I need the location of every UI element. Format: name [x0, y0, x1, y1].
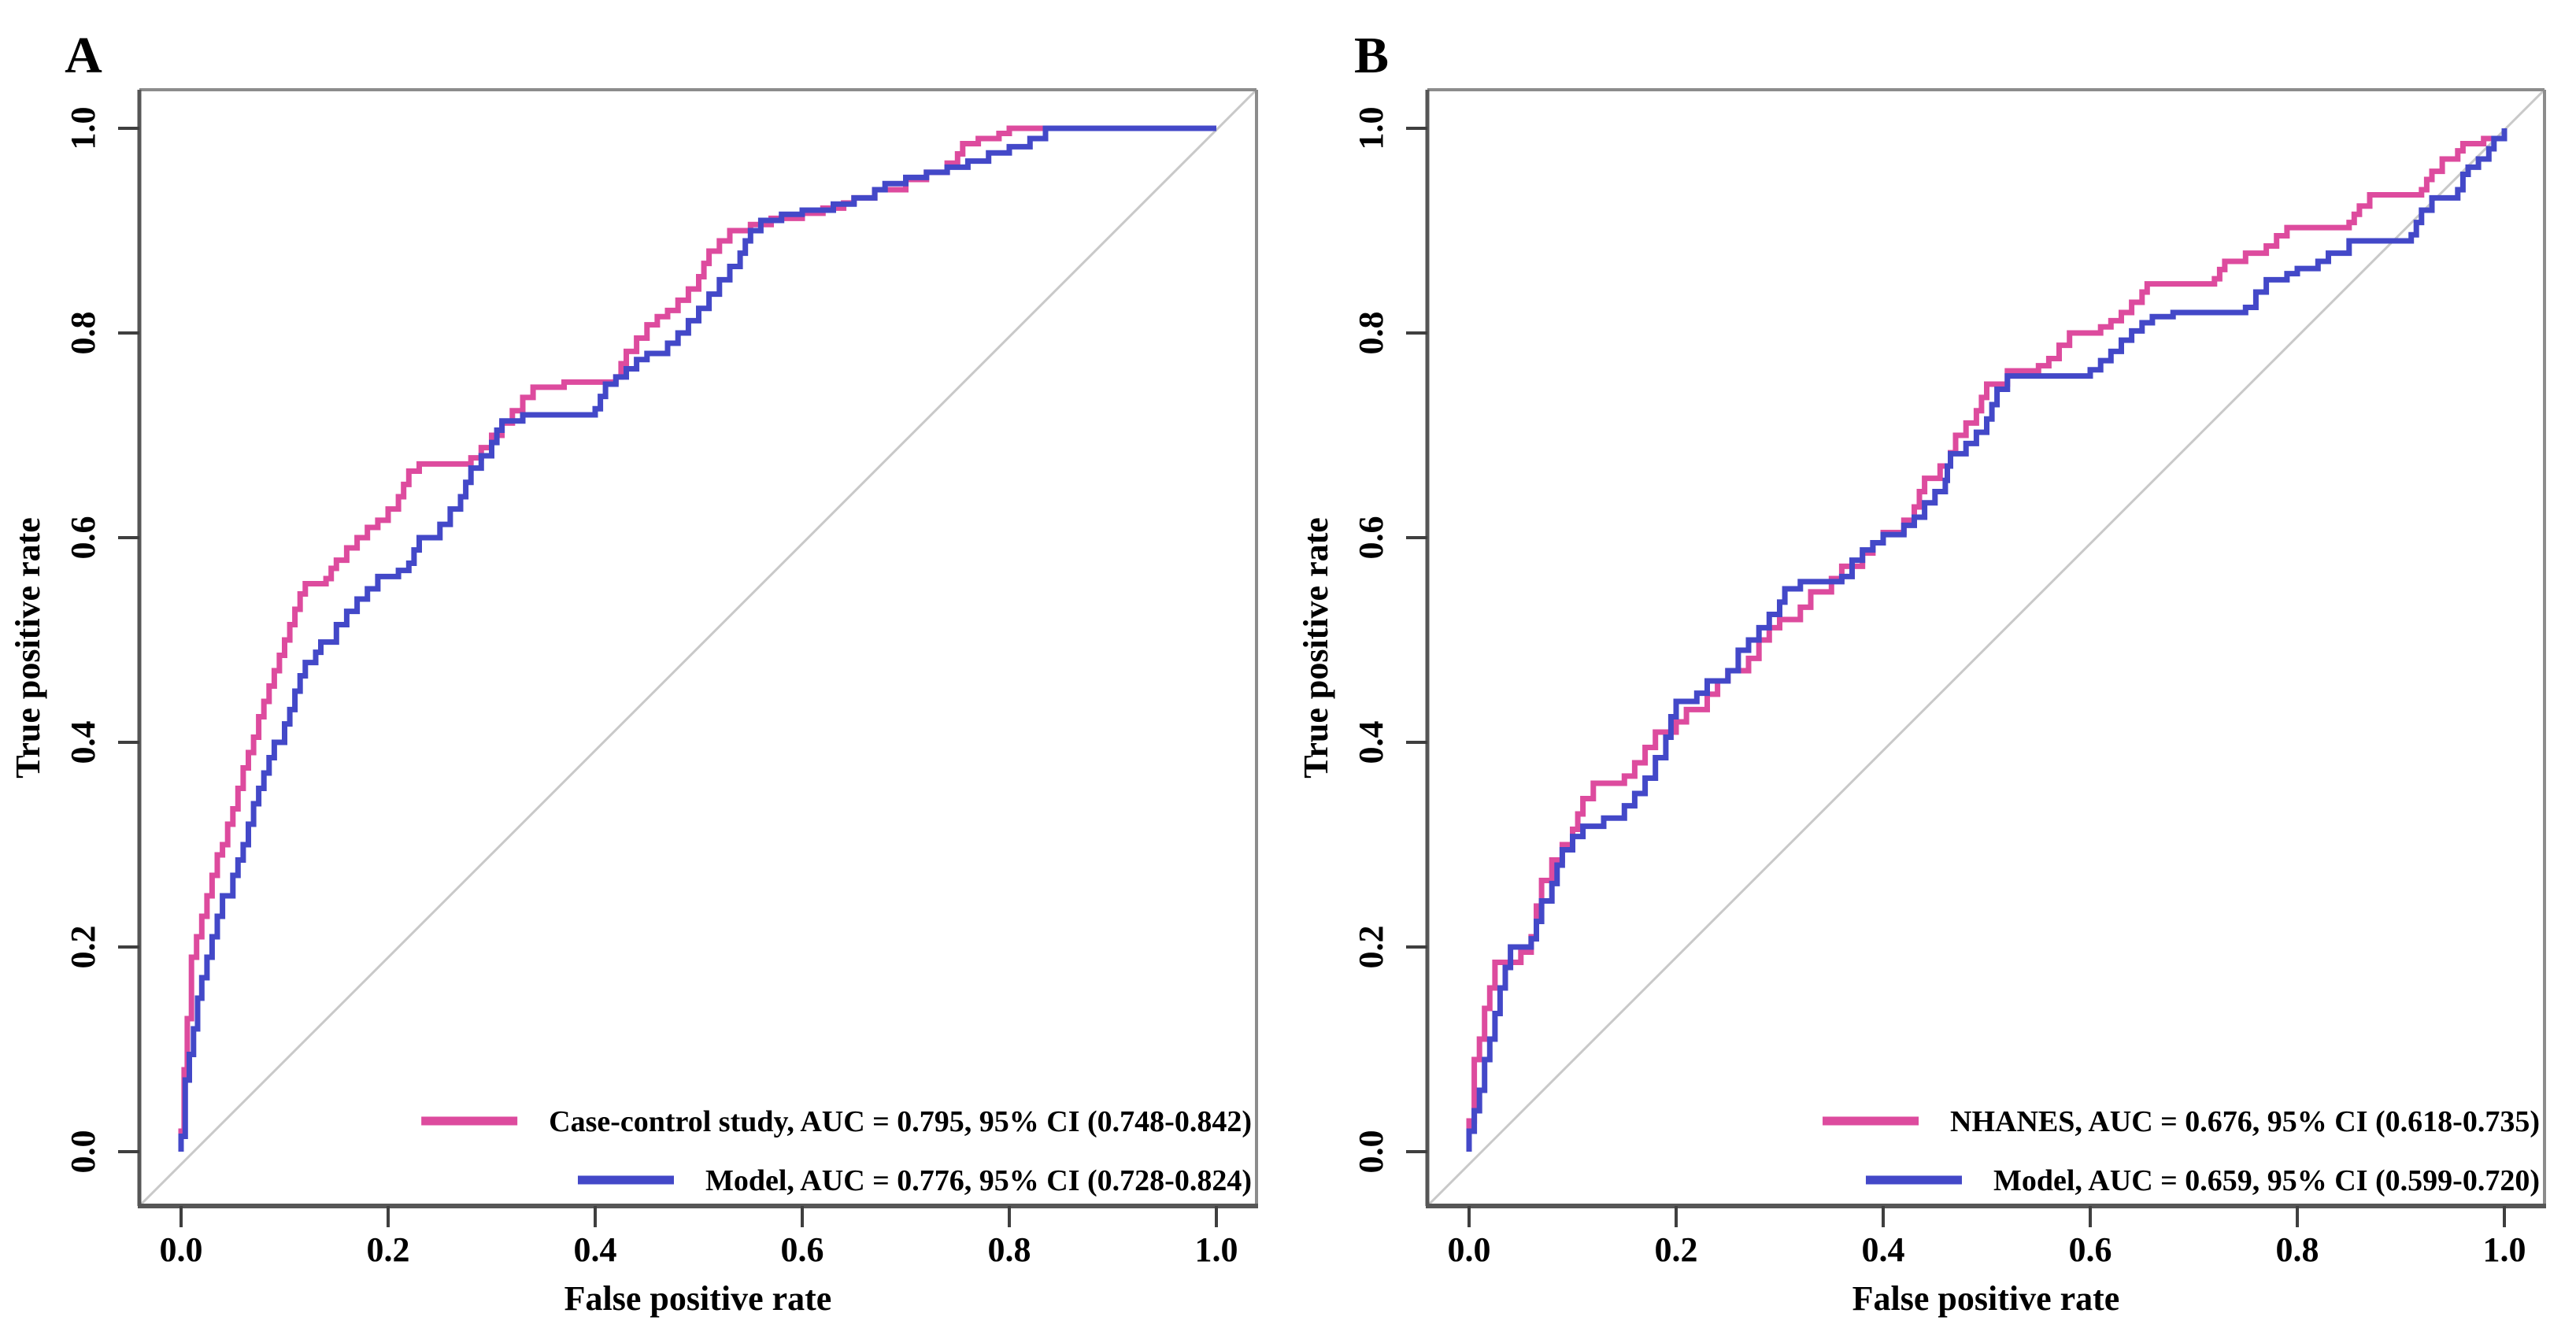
x-tick-label: 0.0: [1448, 1230, 1491, 1269]
y-axis-title: True positive rate: [9, 517, 47, 779]
x-tick-label: 0.6: [2069, 1230, 2112, 1269]
y-tick-label: 0.2: [64, 926, 102, 969]
x-tick-label: 0.8: [2276, 1230, 2319, 1269]
x-tick-label: 1.0: [2483, 1230, 2526, 1269]
y-tick-label: 1.0: [1352, 107, 1390, 150]
y-tick-label: 0.0: [64, 1130, 102, 1174]
y-tick-label: 0.2: [1352, 926, 1390, 969]
y-tick-label: 0.0: [1352, 1130, 1390, 1174]
diagonal-reference-line: [138, 88, 1258, 1208]
y-axis-title: True positive rate: [1297, 517, 1335, 779]
y-tick-label: 0.4: [1352, 721, 1390, 764]
roc-curve-model: [1466, 128, 2508, 1152]
roc-curve-model: [178, 125, 1216, 1152]
y-tick-label: 0.8: [1352, 312, 1390, 355]
y-tick-label: 1.0: [64, 107, 102, 150]
x-tick-label: 0.2: [1655, 1230, 1698, 1269]
roc-curve-nhanes: [1466, 128, 2508, 1152]
x-tick-label: 0.4: [574, 1230, 617, 1269]
x-tick-label: 1.0: [1195, 1230, 1238, 1269]
y-tick-label: 0.4: [64, 721, 102, 764]
diagonal-reference-line: [1426, 88, 2546, 1208]
y-tick-label: 0.8: [64, 312, 102, 355]
x-tick-label: 0.6: [781, 1230, 824, 1269]
x-tick-label: 0.4: [1862, 1230, 1905, 1269]
panel-letter: A: [65, 27, 102, 84]
x-axis-title: False positive rate: [564, 1279, 832, 1318]
roc-plot-a: A 0.0 0.2 0.4 0.6 0.8 1.0 0.0 0.2 0.4 0.6 0.8 1.0 Fal…: [9, 27, 1258, 1318]
legend-label-case-control-study: Case-control study, AUC = 0.795, 95% CI …: [549, 1105, 1252, 1138]
panel-letter: B: [1354, 27, 1389, 84]
x-axis-title: False positive rate: [1852, 1279, 2120, 1318]
panel-a: A 0.0 0.2 0.4 0.6 0.8 1.0 0.0 0.2 0.4 0.6 0.8 1.0 Fal…: [9, 27, 1258, 1318]
x-tick-label: 0.2: [367, 1230, 410, 1269]
y-tick-label: 0.6: [64, 516, 102, 560]
panel-b: B 0.0 0.2 0.4 0.6 0.8 1.0 0.0 0.2 0.4 0.6 0.8 1.0 Fal…: [1288, 0, 2576, 1328]
legend-label-model: Model, AUC = 0.776, 95% CI (0.728-0.824): [705, 1164, 1252, 1197]
roc-plot-b: B 0.0 0.2 0.4 0.6 0.8 1.0 0.0 0.2 0.4 0.6 0.8 1.0 Fal…: [1297, 27, 2546, 1318]
legend-label-nhanes: NHANES, AUC = 0.676, 95% CI (0.618-0.735…: [1950, 1105, 2540, 1138]
x-tick-label: 0.8: [988, 1230, 1031, 1269]
x-tick-label: 0.0: [160, 1230, 203, 1269]
legend-label-model: Model, AUC = 0.659, 95% CI (0.599-0.720): [1993, 1164, 2540, 1197]
y-tick-label: 0.6: [1352, 516, 1390, 560]
